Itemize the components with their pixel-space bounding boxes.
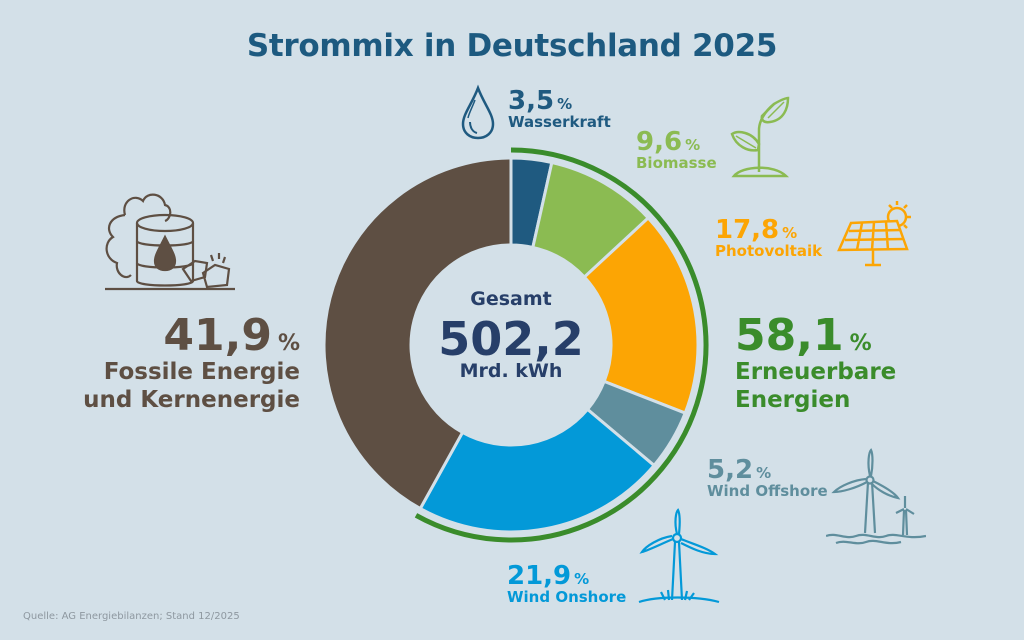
percent-sign: % xyxy=(849,331,872,356)
slice-fossile-energie-und-kernenergie xyxy=(322,156,513,511)
photovoltaik-name: Photovoltaik xyxy=(715,242,823,261)
water-drop-icon xyxy=(461,84,495,140)
wind-onshore-value: 21,9 xyxy=(507,561,572,591)
fossil-name-line1: Fossile Energie xyxy=(103,359,300,386)
percent-sign: % xyxy=(685,136,701,154)
wind-onshore-name: Wind Onshore xyxy=(507,588,627,607)
label-wind-offshore: 5,2% Wind Offshore xyxy=(707,455,828,501)
solar-panel-icon xyxy=(837,201,911,267)
slice-photovoltaik xyxy=(582,215,700,416)
wind-offshore-name: Wind Offshore xyxy=(707,482,828,501)
label-wind-onshore: 21,9% Wind Onshore xyxy=(507,561,627,607)
biomasse-name: Biomasse xyxy=(636,154,717,173)
wasserkraft-value: 3,5 xyxy=(508,86,555,116)
center-value: 502,2 xyxy=(438,312,584,366)
renewable-name-line1: Erneuerbare xyxy=(735,359,897,386)
renewable-value: 58,1 xyxy=(735,310,844,361)
percent-sign: % xyxy=(756,464,772,482)
label-photovoltaik: 17,8% Photovoltaik xyxy=(715,215,823,261)
percent-sign: % xyxy=(277,331,300,356)
center-total: Gesamt 502,2 Mrd. kWh xyxy=(411,288,611,382)
source-note: Quelle: AG Energiebilanzen; Stand 12/202… xyxy=(23,611,240,622)
photovoltaik-value: 17,8 xyxy=(715,215,780,245)
center-label: Gesamt xyxy=(470,288,552,310)
plant-sprout-icon xyxy=(730,96,790,178)
onshore-wind-turbine-icon xyxy=(638,508,720,604)
percent-sign: % xyxy=(782,224,798,242)
renewable-name-line2: Energien xyxy=(735,386,851,413)
biomasse-value: 9,6 xyxy=(636,127,683,157)
chart-title: Strommix in Deutschland 2025 xyxy=(246,28,778,64)
label-renewable-group: 58,1% Erneuerbare Energien xyxy=(735,310,897,414)
percent-sign: % xyxy=(557,95,573,113)
wind-offshore-value: 5,2 xyxy=(707,455,754,485)
label-biomasse: 9,6% Biomasse xyxy=(636,127,717,173)
fossil-value: 41,9 xyxy=(163,310,272,361)
label-fossil-group: 41,9% Fossile Energie und Kernenergie xyxy=(83,310,300,414)
percent-sign: % xyxy=(574,570,590,588)
label-wasserkraft: 3,5% Wasserkraft xyxy=(508,86,611,132)
wasserkraft-name: Wasserkraft xyxy=(508,113,611,132)
oil-barrel-coal-icon xyxy=(105,193,235,291)
center-unit: Mrd. kWh xyxy=(459,360,563,382)
renewable-group-arc xyxy=(414,147,709,543)
slice-wind-onshore xyxy=(418,407,657,534)
offshore-wind-turbine-icon xyxy=(826,448,926,545)
fossil-name-line2: und Kernenergie xyxy=(83,386,300,413)
